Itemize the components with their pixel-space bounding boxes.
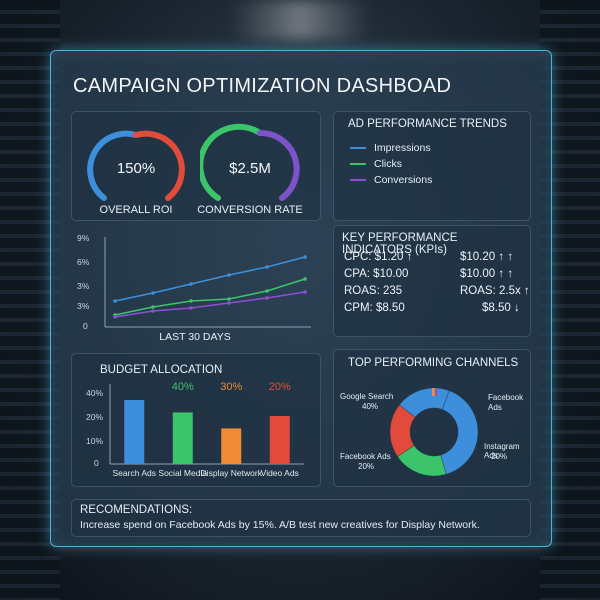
bar-social-media	[172, 412, 193, 464]
kpi-cpa-trend: $10.00 ↑ ↑	[460, 268, 514, 280]
kpi-cpm-trend: $8.50 ↓	[482, 302, 520, 314]
bar-video-ads	[269, 416, 290, 464]
series-point-clicks-3	[227, 297, 231, 301]
legend-swatch-impressions	[350, 147, 366, 149]
kpi-cpc-trend: $10.20 ↑ ↑	[460, 251, 514, 263]
series-line-impressions	[114, 256, 306, 302]
donut-accent-purple	[435, 388, 437, 396]
label-fb-top-title: Facebook	[488, 393, 524, 402]
channels-donut-chart	[389, 387, 479, 477]
legend-impressions: Impressions	[350, 142, 431, 154]
recommendations-title: RECOMENDATIONS:	[80, 504, 193, 516]
bar-label-social-media: Social Media	[158, 468, 207, 478]
donut-accent-orange	[432, 388, 435, 396]
series-point-clicks-4	[265, 289, 269, 293]
background-ceiling-light	[230, 0, 370, 40]
budget-y-tick-0: 0	[94, 458, 99, 468]
series-point-impressions-5	[303, 255, 307, 259]
label-fb-bottom-title: Facebook Ads	[340, 452, 391, 461]
line-chart-caption: LAST 30 DAYS	[159, 331, 231, 343]
series-line-clicks	[114, 278, 306, 316]
series-point-conversions-1	[151, 309, 155, 313]
series-point-conversions-2	[189, 306, 193, 310]
legend-label-conversions: Conversions	[374, 174, 433, 186]
series-point-impressions-0	[113, 299, 117, 303]
legend-label-clicks: Clicks	[374, 158, 402, 170]
label-google-title: Google Search	[340, 392, 394, 401]
recommendations-card: RECOMENDATIONS: Increase spend on Facebo…	[71, 499, 531, 537]
bar-value-video-ads: 20%	[269, 381, 291, 393]
series-point-impressions-1	[151, 291, 155, 295]
y-tick-3b: 3%	[77, 301, 90, 311]
budget-y-tick-20: 20%	[86, 412, 104, 422]
series-point-conversions-4	[265, 296, 269, 300]
recommendations-text: Increase spend on Facebook Ads by 15%. A…	[80, 519, 480, 531]
label-insta-title: Instagram Ads	[484, 442, 520, 460]
y-tick-0: 0	[83, 321, 88, 331]
conversion-value: $2.5M	[229, 160, 271, 177]
bar-display-network	[221, 428, 242, 464]
kpi-cpc: CPC: $1.20 ↑	[344, 251, 413, 263]
legend-swatch-clicks	[350, 163, 366, 165]
bar-label-video-ads: Video Ads	[261, 468, 299, 478]
channels-card: TOP PERFORMING CHANNELS Google Search 40…	[333, 349, 531, 487]
bar-label-display-network: Display Network	[201, 468, 263, 478]
kpi-roas-trend: ROAS: 2.5x ↑	[460, 285, 530, 297]
line-chart	[104, 237, 311, 328]
roi-gauge-arc-blue	[87, 130, 139, 201]
series-point-conversions-5	[303, 290, 307, 294]
series-point-impressions-2	[189, 282, 193, 286]
y-tick-6: 6%	[77, 257, 90, 267]
donut-slice-0	[440, 390, 479, 475]
series-point-clicks-1	[151, 305, 155, 309]
y-tick-9: 9%	[77, 233, 90, 243]
conversion-gauge-arc-green	[200, 123, 263, 201]
label-insta-pct: 20%	[491, 452, 508, 461]
gauges-card: 150% OVERALL ROI $2.5M CONVERSION RATE	[71, 111, 321, 221]
series-point-conversions-0	[113, 315, 117, 319]
series-point-impressions-3	[227, 273, 231, 277]
legend-label-impressions: Impressions	[374, 142, 431, 154]
bar-value-display-network: 30%	[220, 381, 242, 393]
series-point-clicks-5	[303, 277, 307, 281]
roi-label: OVERALL ROI	[99, 204, 173, 216]
series-point-conversions-3	[227, 301, 231, 305]
kpi-roas: ROAS: 235	[344, 285, 403, 297]
page-title: CAMPAIGN OPTIMIZATION DASHBOAD	[73, 75, 452, 97]
y-tick-3: 3%	[77, 281, 90, 291]
bar-value-social-media: 40%	[172, 381, 194, 393]
kpi-cpa: CPA: $10.00	[344, 268, 409, 280]
dashboard-panel: CAMPAIGN OPTIMIZATION DASHBOAD 150% OVER…	[50, 50, 552, 547]
legend-swatch-conversions	[350, 179, 366, 181]
budget-y-tick-10: 10%	[86, 436, 104, 446]
kpi-title: KEY PERFORMANCE INDICATORS (KPIs)	[342, 232, 458, 256]
budget-y-tick-40: 40%	[86, 388, 104, 398]
legend-clicks: Clicks	[350, 158, 402, 170]
series-point-clicks-2	[189, 299, 193, 303]
roi-gauge	[87, 130, 185, 201]
roi-value: 150%	[116, 160, 156, 177]
label-fb-top-title2: Ads	[488, 403, 502, 412]
series-line-conversions	[114, 291, 306, 318]
trends-card: AD PERFORMANCE TRENDS Impressions Clicks…	[333, 111, 531, 221]
roi-gauge-arc-red	[133, 130, 185, 201]
budget-bar-chart: Search Ads Social Media 40% Display Network…	[109, 381, 304, 478]
budget-card: BUDGET ALLOCATION 40% 20% 10% 0 Search A…	[71, 353, 321, 487]
budget-title: BUDGET ALLOCATION	[100, 364, 223, 376]
line-chart-area: 9% 6% 3% 3% 0 LAST 30 DAYS	[71, 229, 319, 347]
label-google-pct: 40%	[362, 402, 379, 411]
conversion-gauge-arc-purple	[257, 129, 300, 201]
conversion-gauge	[200, 123, 300, 201]
series-point-impressions-4	[265, 265, 269, 269]
bar-label-search-ads: Search Ads	[113, 468, 156, 478]
label-fb-bottom-pct: 20%	[358, 462, 375, 471]
kpi-card: KEY PERFORMANCE INDICATORS (KPIs) CPC: $…	[333, 225, 531, 337]
bar-search-ads	[124, 400, 145, 464]
channels-title: TOP PERFORMING CHANNELS	[348, 357, 519, 369]
conversion-label: CONVERSION RATE	[197, 204, 303, 216]
kpi-cpm: CPM: $8.50	[344, 302, 405, 314]
trends-title: AD PERFORMANCE TRENDS	[348, 118, 507, 130]
legend-conversions: Conversions	[350, 174, 432, 186]
